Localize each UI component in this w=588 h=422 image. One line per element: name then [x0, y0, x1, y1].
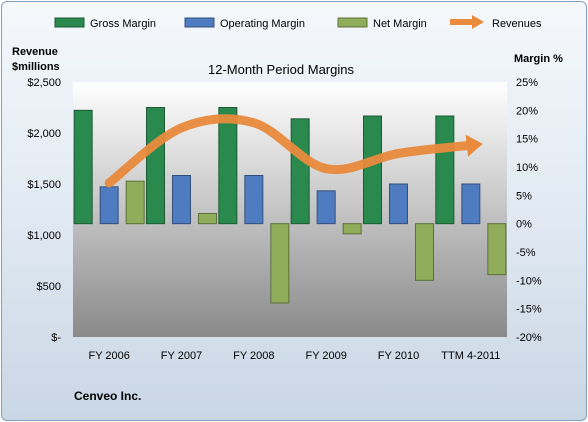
category-label: FY 2006 [88, 350, 129, 362]
right-tick-label: -20% [516, 332, 542, 344]
revenue-line-group [104, 114, 483, 188]
operating-margin-bar [461, 183, 481, 225]
category-label: FY 2007 [161, 350, 202, 362]
right-tick-label: -5% [516, 247, 536, 259]
net-margin-bar [198, 212, 217, 225]
category-label: TTM 4-2011 [441, 350, 500, 362]
left-axis-ticks: $- $500 $1,000 $1,500 $2,000 $2,500 [27, 77, 61, 344]
left-tick-label: $- [51, 332, 61, 344]
right-tick-label: 15% [516, 134, 538, 146]
left-tick-label: $1,000 [27, 230, 61, 242]
right-tick-label: 5% [516, 190, 532, 202]
gross-margin-bar [290, 118, 310, 225]
revenue-arrowhead [465, 134, 483, 157]
net-margin-bar [487, 223, 507, 276]
left-axis-label-line2: $millions [12, 61, 60, 73]
legend-label-operating-margin: Operating Margin [220, 18, 305, 30]
gross-margin-bar [73, 109, 93, 225]
right-tick-label: -10% [516, 275, 542, 287]
operating-margin-bar [389, 183, 408, 225]
gross-margin-bar [146, 107, 165, 225]
category-label: FY 2010 [378, 350, 419, 362]
left-tick-label: $1,500 [27, 179, 61, 191]
left-tick-label: $2,000 [27, 128, 61, 140]
right-axis-ticks: -20% -15% -10% -5% 0% 5% 10% 15% 20% 25% [516, 77, 542, 344]
legend-swatch-gross-margin [54, 17, 85, 28]
gross-margin-bar [435, 115, 455, 225]
legend-arrowhead-revenues [472, 15, 484, 29]
bars [73, 107, 507, 304]
legend: Gross Margin Operating Margin Net Margin Re… [54, 15, 542, 30]
category-labels: FY 2006 FY 2007 FY 2008 FY 2009 FY 2010 TTM 4… [88, 350, 500, 362]
legend-label-revenues: Revenues [492, 18, 542, 30]
plot-area [73, 82, 507, 337]
legend-swatch-net-margin [337, 17, 368, 28]
revenue-line [104, 114, 476, 188]
right-axis-label: Margin % [514, 53, 563, 65]
right-tick-label: 25% [516, 77, 538, 89]
operating-margin-bar [172, 175, 191, 225]
net-margin-bar [415, 223, 434, 281]
net-margin-bar [342, 223, 362, 235]
company-name: Cenveo Inc. [74, 389, 141, 403]
left-tick-label: $500 [37, 281, 61, 293]
gross-margin-bar [363, 115, 382, 225]
legend-label-net-margin: Net Margin [373, 18, 427, 30]
legend-swatch-operating-margin [184, 17, 215, 28]
left-tick-label: $2,500 [27, 77, 61, 89]
category-label: FY 2009 [305, 350, 346, 362]
left-axis-label-line1: Revenue [12, 46, 58, 58]
right-tick-label: -15% [516, 304, 542, 316]
right-tick-label: 20% [516, 105, 538, 117]
right-tick-label: 10% [516, 162, 538, 174]
chart-title: 12-Month Period Margins [208, 62, 354, 77]
operating-margin-bar [244, 175, 264, 225]
net-margin-bar [270, 223, 290, 304]
category-label: FY 2008 [233, 350, 274, 362]
right-tick-label: 0% [516, 219, 532, 231]
gross-margin-bar [218, 107, 238, 225]
legend-label-gross-margin: Gross Margin [90, 18, 156, 30]
net-margin-bar [125, 180, 145, 225]
operating-margin-bar [99, 186, 119, 225]
operating-margin-bar [316, 190, 336, 225]
